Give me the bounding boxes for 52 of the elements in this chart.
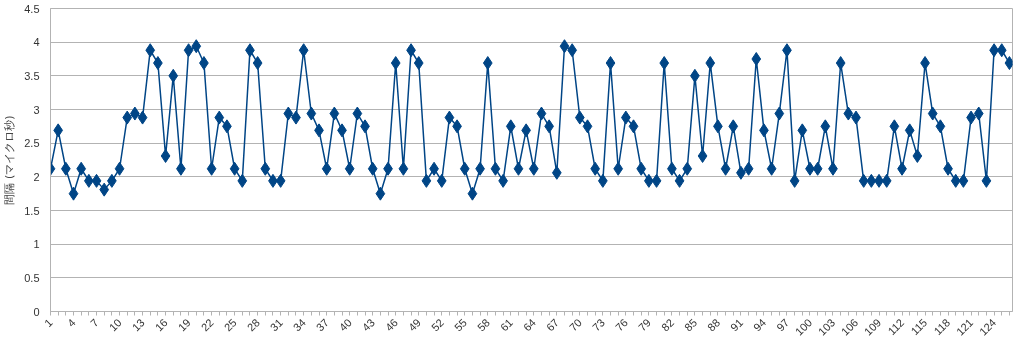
x-tick-label: 61 xyxy=(497,316,516,334)
x-tick-label: 109 xyxy=(861,316,884,338)
x-tick-label: 43 xyxy=(359,316,377,334)
x-tick-label: 115 xyxy=(908,316,930,338)
y-tick-label: 0.5 xyxy=(24,271,40,284)
x-tick-label: 79 xyxy=(635,316,654,334)
x-tick-label: 121 xyxy=(953,316,976,338)
x-tick-label: 22 xyxy=(198,316,216,334)
x-tick-label: 19 xyxy=(175,316,193,334)
x-tick-label: 34 xyxy=(290,316,308,334)
y-tick-label: 2.5 xyxy=(24,137,40,150)
x-tick-label: 28 xyxy=(244,316,262,334)
y-tick-label: 3 xyxy=(33,103,40,116)
x-tick-label: 67 xyxy=(543,316,562,334)
x-tick-label: 88 xyxy=(705,316,723,334)
x-tick-label: 58 xyxy=(474,316,493,334)
y-tick-label: 4 xyxy=(33,36,40,49)
x-tick-label: 70 xyxy=(566,316,585,334)
x-tick-label: 4 xyxy=(64,316,78,330)
y-tick-label: 3.5 xyxy=(24,69,40,82)
x-tick-label: 112 xyxy=(885,316,907,338)
x-tick-label: 46 xyxy=(382,316,400,334)
x-tick-label: 91 xyxy=(728,316,746,334)
x-tick-label: 103 xyxy=(815,316,838,338)
x-tick-label: 40 xyxy=(336,316,354,334)
x-tick-label: 16 xyxy=(152,316,170,334)
x-tick-label: 82 xyxy=(658,316,677,334)
y-tick-label: 1 xyxy=(33,238,40,251)
x-tick-label: 13 xyxy=(129,316,147,334)
x-tick-label: 49 xyxy=(405,316,423,334)
x-tick-label: 52 xyxy=(428,316,446,334)
x-tick-label: 64 xyxy=(520,316,539,334)
x-tick-label: 124 xyxy=(976,316,999,338)
x-tick-label: 85 xyxy=(682,316,700,334)
x-tick-label: 10 xyxy=(106,316,124,334)
x-tick-label: 94 xyxy=(751,316,769,334)
x-tick-label: 97 xyxy=(774,316,792,334)
y-tick-label: 1.5 xyxy=(24,204,40,217)
x-tick-label: 25 xyxy=(221,316,239,334)
y-axis-title: 間隔 (マイクロ秒) xyxy=(3,115,17,205)
y-tick-label: 0 xyxy=(33,305,40,318)
x-tick-label: 7 xyxy=(87,316,101,330)
x-tick-label: 106 xyxy=(838,316,861,338)
x-tick-label: 76 xyxy=(612,316,631,334)
x-tick-label: 73 xyxy=(589,316,608,334)
x-tick-label: 100 xyxy=(792,316,815,338)
y-tick-label: 4.5 xyxy=(24,2,40,15)
x-tick-label: 55 xyxy=(451,316,470,334)
y-tick-label: 2 xyxy=(33,170,40,183)
x-tick-label: 31 xyxy=(267,316,285,334)
x-tick-label: 37 xyxy=(313,316,331,334)
x-tick-label: 118 xyxy=(931,316,953,338)
